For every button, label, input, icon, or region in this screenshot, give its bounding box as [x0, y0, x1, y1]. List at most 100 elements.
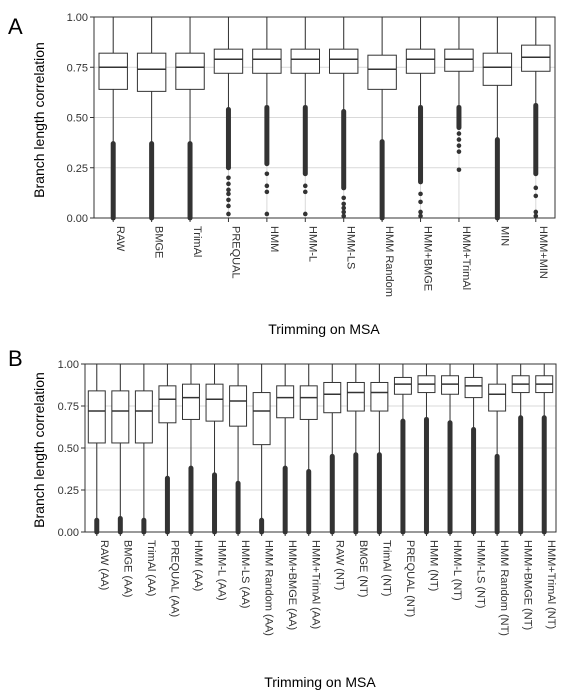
box-body-8: [405, 48, 436, 74]
outlier-point-5-0: [302, 183, 308, 189]
box-4: [181, 364, 200, 535]
box-5: [290, 17, 321, 217]
box-16: [464, 364, 483, 535]
box-7: [252, 364, 271, 535]
outlier-point-3-1: [226, 181, 231, 187]
box-6: [229, 364, 248, 535]
box-10: [482, 17, 513, 221]
outlier-point-9-2: [456, 143, 462, 148]
y-tick-label-2: 0.50: [58, 443, 79, 455]
y-tick-label-1: 0.25: [58, 485, 79, 497]
box-body-9: [299, 385, 318, 420]
box-body-1: [136, 52, 167, 92]
x-category-label-8: HMM+BMGE (AA): [286, 540, 298, 630]
box-5: [205, 364, 224, 535]
outlier-point-6-4: [341, 213, 347, 219]
x-category-label-2: TrimAl (AA): [145, 540, 157, 596]
box-body-17: [488, 383, 507, 412]
x-category-label-1: BMGE: [153, 226, 165, 258]
outlier-point-8-3: [418, 213, 423, 219]
box-body-7: [367, 54, 397, 90]
box-body-1: [111, 390, 130, 444]
outlier-point-11-0: [533, 185, 539, 191]
x-category-label-11: HMM+MIN: [537, 226, 549, 279]
box-2: [175, 17, 205, 221]
box-9: [444, 17, 474, 173]
box-15: [441, 364, 460, 535]
box-7: [367, 17, 397, 221]
box-10: [323, 364, 342, 535]
outlier-point-8-0: [418, 191, 423, 197]
x-category-label-11: BMGE (NT): [357, 540, 369, 597]
box-body-7: [252, 392, 271, 446]
x-category-label-0: RAW: [114, 226, 126, 252]
box-body-13: [393, 376, 412, 395]
x-category-label-15: HMM-L (NT): [451, 540, 463, 601]
box-14: [417, 364, 436, 535]
outlier-point-5-1: [302, 189, 308, 195]
outlier-point-3-0: [226, 175, 231, 181]
box-body-0: [87, 390, 106, 444]
outlier-point-9-3: [456, 149, 462, 154]
x-category-label-3: PREQUAL: [229, 226, 241, 279]
box-8: [405, 17, 436, 219]
x-category-label-4: HMM (AA): [192, 540, 204, 591]
x-category-label-7: HMM Random (AA): [263, 540, 275, 636]
box-12: [370, 364, 389, 535]
outlier-point-6-3: [341, 209, 347, 215]
box-17: [488, 364, 507, 535]
x-category-label-3: PREQUAL (AA): [168, 540, 180, 617]
outlier-point-11-2: [533, 209, 539, 215]
box-body-2: [175, 52, 205, 90]
x-category-label-12: TrimAl (NT): [380, 540, 392, 596]
outlier-point-3-6: [226, 211, 231, 217]
x-category-label-6: HMM-LS (AA): [239, 540, 251, 608]
panel-frame: [93, 16, 556, 219]
outlier-point-9-0: [456, 131, 462, 136]
box-body-10: [323, 381, 342, 414]
x-category-label-10: MIN: [498, 226, 510, 246]
box-4: [252, 17, 282, 217]
x-category-label-13: PREQUAL (NT): [404, 540, 416, 617]
box-body-2: [134, 390, 153, 444]
box-9: [299, 364, 318, 535]
outlier-point-4-0: [264, 171, 270, 177]
box-11: [346, 364, 365, 535]
x-category-label-5: HMM-L (AA): [216, 540, 228, 601]
box-body-5: [290, 48, 321, 74]
panel-b-y-axis-title: Branch length correlation: [31, 372, 47, 528]
x-category-label-10: RAW (NT): [333, 540, 345, 590]
box-11: [521, 17, 551, 219]
y-tick-label-3: 0.75: [67, 62, 88, 74]
box-3: [158, 364, 177, 535]
outlier-point-8-2: [418, 209, 423, 215]
outlier-point-5-2: [302, 211, 308, 217]
outlier-point-9-4: [456, 167, 462, 173]
x-category-label-14: HMM (NT): [427, 540, 439, 591]
box-3: [213, 17, 244, 217]
box-body-6: [328, 48, 359, 74]
panel-a-plot: 0.00 0.25 0.50 0.75 1.00 RAW BMGE TrimAl PREQUAL…: [67, 12, 556, 297]
x-category-label-6: HMM-LS: [345, 226, 357, 269]
outlier-point-3-2: [226, 187, 231, 193]
box-body-3: [158, 385, 177, 424]
outlier-point-11-3: [533, 213, 539, 219]
box-body-0: [98, 52, 128, 90]
x-category-label-1: BMGE (AA): [121, 540, 133, 597]
x-category-label-0: RAW (AA): [98, 540, 110, 590]
panel-b-plot: 0.00 0.25 0.50 0.75 1.00 RAW (AA) BMGE (AA) Tri…: [58, 359, 558, 636]
box-body-15: [441, 375, 460, 395]
outlier-point-8-1: [418, 199, 423, 205]
box-body-16: [464, 376, 483, 399]
box-1: [111, 364, 130, 535]
box-body-5: [205, 383, 224, 422]
y-tick-label-4: 1.00: [67, 12, 88, 24]
y-tick-label-0: 0.00: [58, 527, 79, 539]
box-body-4: [181, 383, 200, 420]
outlier-point-6-2: [341, 205, 347, 211]
x-category-label-4: HMM: [268, 226, 280, 252]
box-6: [328, 17, 359, 219]
box-2: [134, 364, 153, 535]
outlier-point-4-1: [264, 183, 270, 189]
